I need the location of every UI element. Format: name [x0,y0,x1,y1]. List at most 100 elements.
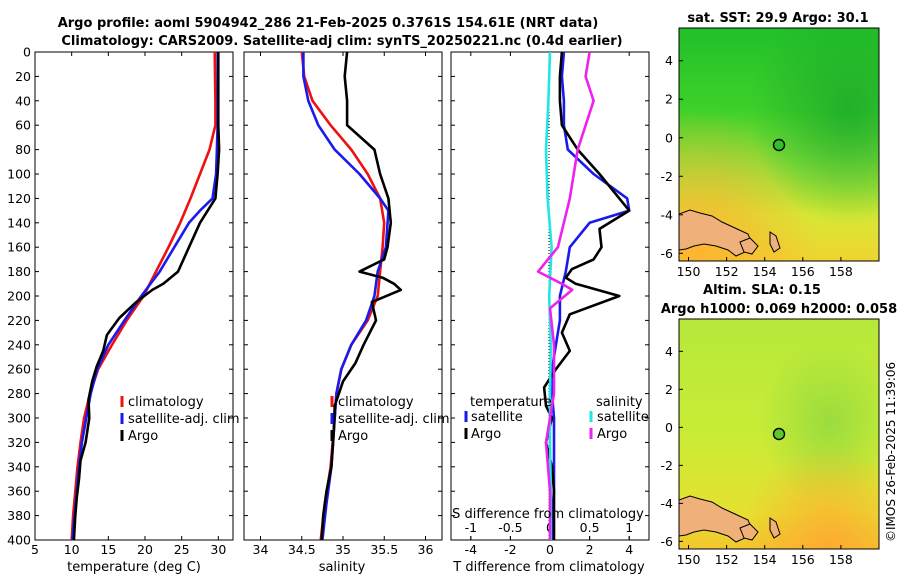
legend-climatology-label: climatology [128,395,204,410]
sst-lat-tick-label: 2 [665,92,673,107]
temperature-climatology-line [70,51,217,541]
legend-temperature-title: temperature [470,395,552,410]
salinity-lines [300,51,403,541]
sst-lat-tick-label: -4 [661,207,674,222]
sst-lon-tick-label: 158 [829,264,853,279]
salinity-x-tick-label: 35 [335,542,351,557]
salinity-climatology-line [300,51,386,541]
figure-title-line1: Argo profile: aoml 5904942_286 21-Feb-20… [58,16,599,31]
legend-satellite-label: satellite-adj. clim [128,412,240,427]
sla-lon-tick-label: 154 [753,552,777,567]
temperature-axes-frame [34,51,234,541]
salinity-x-tick-label: 36 [418,542,434,557]
temperature-x-tick-label: 5 [31,542,39,557]
difference-x-tick-label: -2 [504,542,516,557]
sla-lat-tick-label: -2 [661,458,673,473]
sla-lon-tick-label: 158 [829,552,853,567]
temperature-x-tick-label: 15 [100,542,116,557]
temperature-x-ticks: 5 10 15 20 25 30 [31,52,226,557]
depth-tick-label: 0 [23,45,31,60]
sal-legend-climatology-label: climatology [338,395,414,410]
depth-tick-label: 200 [7,289,31,304]
figure-title-line2: Climatology: CARS2009. Satellite-adj cli… [61,34,622,49]
sst-land-island [739,237,759,255]
sst-map-frame [678,27,880,262]
sla-lat-tick-label: 2 [665,382,673,397]
sal-legend-satellite-label: satellite-adj. clim [338,412,450,427]
sla-map-ticks: 150 152 154 156 158 4 2 0 -2 -4 -6 [661,344,853,567]
sla-lat-tick-label: 0 [665,420,673,435]
sst-lat-tick-label: -6 [661,246,674,261]
sla-argo-marker [772,427,786,441]
s-diff-satellite-line [544,51,553,540]
depth-tick-label: 20 [15,69,31,84]
salinity-x-tick-label: 35.5 [370,542,398,557]
sst-map-title: sat. SST: 29.9 Argo: 30.1 [687,11,868,26]
difference-x-tick-label: 4 [625,542,633,557]
depth-tick-label: 160 [7,240,31,255]
sla-map-frame [678,318,880,550]
sst-lat-tick-label: 4 [665,53,673,68]
salinity-diff-x-tick-label: -1 [465,520,477,535]
depth-tick-label: 380 [7,508,31,523]
sst-map [679,28,879,261]
depth-tick-label: 340 [7,459,31,474]
salinity-x-tick-label: 34 [253,542,269,557]
difference-xlabel: T difference from climatology [452,560,645,575]
sla-map-title-line1: Altim. SLA: 0.15 [703,283,821,298]
depth-tick-label: 140 [7,215,31,230]
sla-map [679,319,879,549]
sst-argo-marker [772,138,786,152]
temperature-x-tick-label: 25 [174,542,190,557]
depth-axis: 0 20 40 60 80 100 120 140 160 180 200 220 240 260 280 3… [7,45,649,548]
temperature-legend: climatology satellite-adj. clim Argo [120,395,240,444]
difference-x-tick-label: 0 [546,542,554,557]
depth-tick-label: 220 [7,313,31,328]
salinity-legend: climatology satellite-adj. clim Argo [330,395,450,444]
legend-t-argo-label: Argo [471,427,501,442]
salinity-x-tick-label: 34.5 [288,542,316,557]
s-diff-argo-line [536,51,595,540]
legend-salinity-title: salinity [596,395,643,410]
temperature-x-tick-label: 30 [210,542,226,557]
depth-tick-label: 120 [7,191,31,206]
difference-top-xlabel: S difference from climatology [452,507,644,522]
difference-legend: temperature satellite Argo salinity sate… [464,395,649,442]
temperature-lines [70,51,221,541]
copyright-stamp: ©IMOS 26-Feb-2025 11:39:06 [884,362,898,542]
salinity-diff-x-tick-label: 1 [625,520,633,535]
depth-tick-label: 260 [7,362,31,377]
temperature-x-tick-label: 20 [137,542,153,557]
salinity-axes-frame [243,51,443,541]
sst-lat-tick-label: -2 [661,169,673,184]
sst-lat-tick-label: 0 [665,130,673,145]
legend-s-satellite-label: satellite [597,410,649,425]
sla-lat-tick-label: -6 [661,534,674,549]
depth-tick-label: 320 [7,435,31,450]
salinity-x-ticks: 34 34.5 35 35.5 36 [253,52,434,557]
sst-lon-tick-label: 152 [715,264,739,279]
depth-tick-label: 180 [7,264,31,279]
legend-s-argo-label: Argo [597,427,627,442]
sal-legend-argo-label: Argo [338,429,368,444]
sla-lon-tick-label: 152 [715,552,739,567]
salinity-xlabel: salinity [319,560,366,575]
sst-lon-tick-label: 156 [791,264,815,279]
depth-tick-label: 100 [7,167,31,182]
sla-lon-tick-label: 150 [677,552,701,567]
sst-lon-tick-label: 150 [677,264,701,279]
depth-tick-label: 240 [7,337,31,352]
sla-lat-tick-label: -4 [661,496,674,511]
depth-tick-label: 360 [7,484,31,499]
sst-map-ticks: 150 152 154 156 158 4 2 0 -2 -4 -6 [661,53,853,279]
depth-tick-label: 300 [7,411,31,426]
depth-tick-label: 400 [7,533,31,548]
legend-argo-label: Argo [128,429,158,444]
temperature-argo-line [72,52,221,541]
sla-lon-tick-label: 156 [791,552,815,567]
temperature-xlabel: temperature (deg C) [67,560,201,575]
difference-x-tick-label: -4 [465,542,478,557]
difference-lines [536,51,631,540]
depth-tick-label: 80 [15,142,31,157]
sla-map-title-line2: Argo h1000: 0.069 h2000: 0.058 [661,302,897,317]
